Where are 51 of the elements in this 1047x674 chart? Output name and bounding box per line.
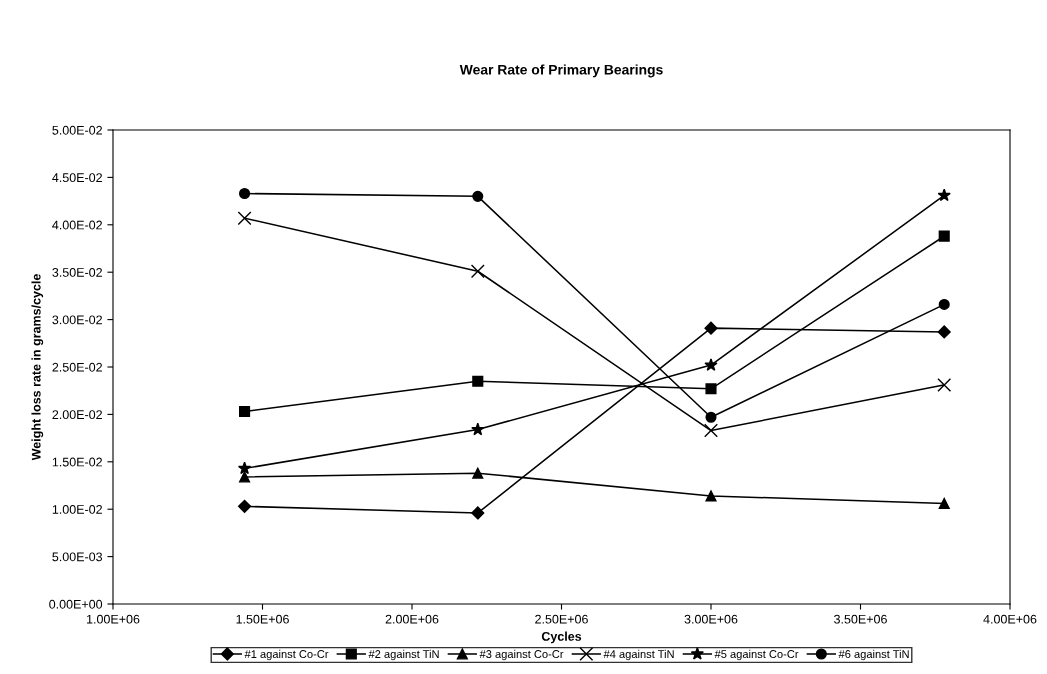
legend-label: #6 against TiN	[838, 649, 909, 661]
y-tick-label: 3.50E-02	[52, 268, 102, 277]
x-tick-label: 1.00E+06	[87, 614, 140, 624]
x-axis-title: Cycles	[541, 631, 582, 644]
legend-label: #1 against Co-Cr	[244, 649, 329, 661]
legend-label: #5 against Co-Cr	[714, 649, 799, 661]
point	[704, 423, 718, 438]
y-tick-label: 1.00E-02	[52, 505, 102, 514]
point	[470, 264, 485, 279]
y-tick-label: 1.50E-02	[52, 457, 102, 467]
point	[704, 358, 718, 371]
point	[239, 405, 251, 418]
y-tick-label: 2.50E-02	[52, 362, 102, 372]
point	[938, 497, 950, 510]
point	[705, 383, 717, 395]
legend-label: #2 against TiN	[368, 649, 439, 661]
y-tick-label: 5.00E-03	[52, 552, 103, 562]
y-tick-label: 2.00E-02	[52, 410, 102, 420]
point	[938, 230, 950, 242]
x-tick-label: 2.50E+06	[535, 614, 588, 624]
x-tick-label: 2.00E+06	[385, 614, 439, 624]
point	[937, 378, 952, 392]
y-tick-label: 0.00E+00	[49, 599, 103, 609]
point	[237, 461, 252, 475]
x-tick-label: 1.50E+06	[236, 614, 289, 624]
point	[237, 499, 252, 513]
point	[705, 490, 717, 502]
x-tick-label: 4.00E+06	[983, 614, 1037, 624]
point	[237, 211, 252, 226]
point	[471, 506, 485, 520]
point	[937, 188, 951, 202]
x-tick-label: 3.00E+06	[684, 614, 738, 624]
point	[938, 298, 950, 310]
point	[472, 190, 484, 202]
point	[705, 411, 717, 423]
point	[239, 187, 251, 200]
y-tick-label: 4.00E-02	[52, 220, 102, 230]
point	[472, 467, 484, 479]
point	[239, 471, 251, 483]
point	[937, 325, 951, 339]
legend-label: #3 against Co-Cr	[479, 649, 564, 661]
point	[704, 321, 718, 335]
point	[471, 422, 485, 436]
chart-title: Wear Rate of Primary Bearings	[459, 64, 663, 78]
y-tick-label: 4.50E-02	[52, 173, 102, 183]
x-tick-label: 3.50E+06	[834, 614, 887, 624]
y-tick-label: 5.00E-02	[52, 125, 102, 135]
y-tick-label: 3.00E-02	[52, 315, 102, 325]
y-axis-title: Weight loss rate in grams/cycle	[31, 274, 44, 461]
point	[472, 375, 484, 387]
legend-label: #4 against TiN	[603, 649, 674, 661]
